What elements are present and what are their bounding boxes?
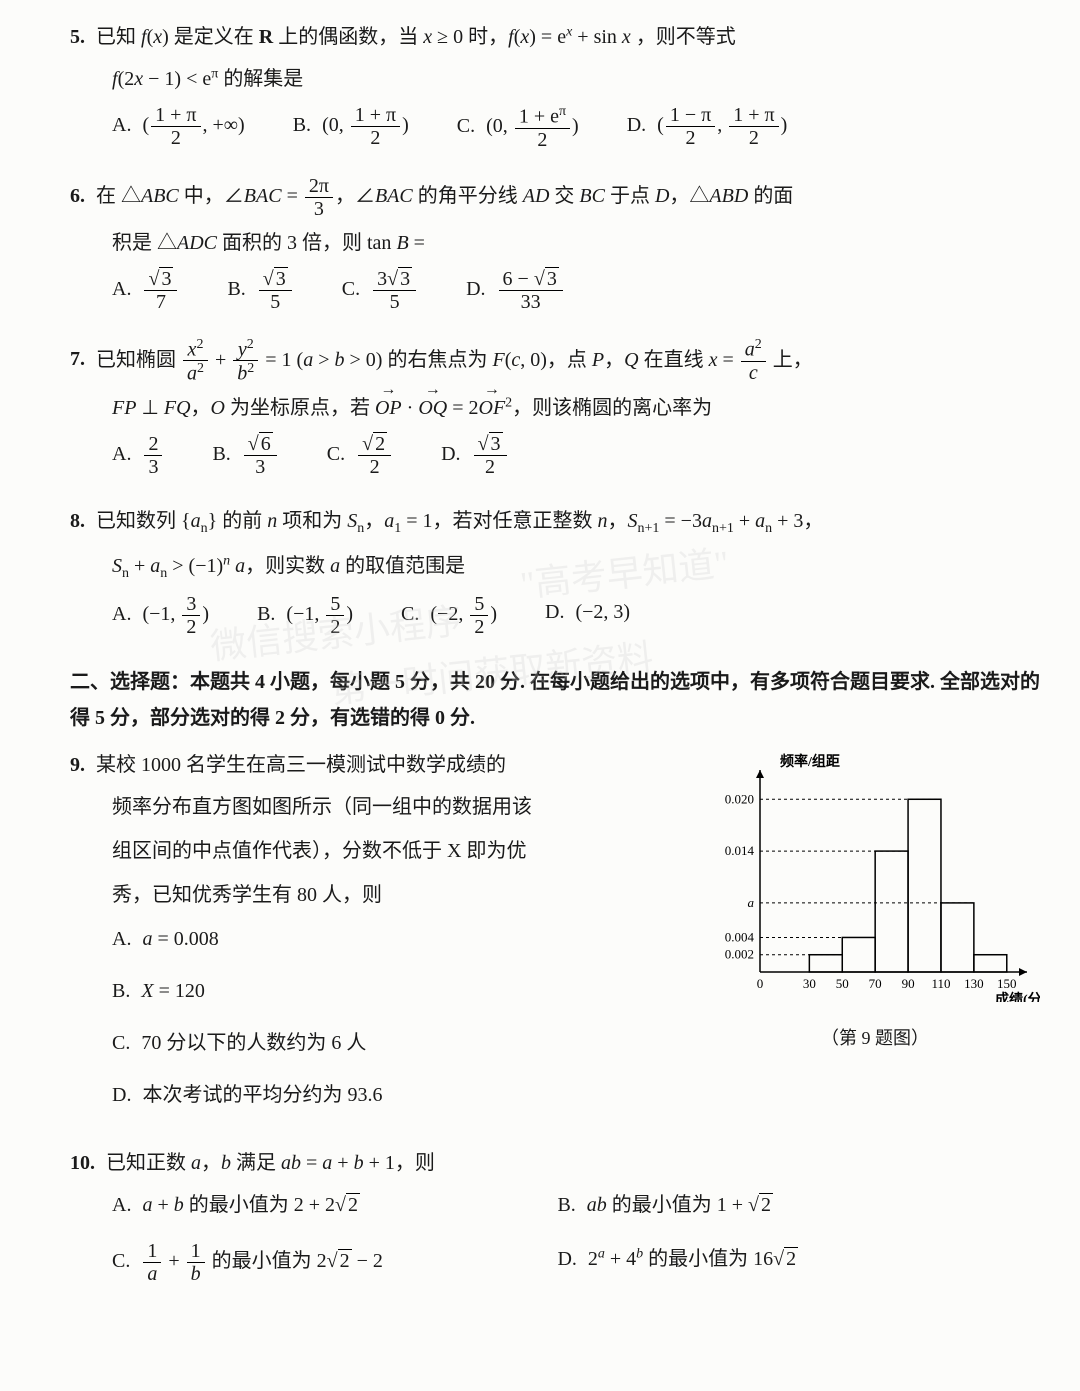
q8-number: 8. [70,510,85,532]
q9-stem-line1: 某校 1000 名学生在高三一模测试中数学成绩的 [96,754,506,776]
q7-opt-C: C. √22 [327,433,393,478]
q6-number: 6. [70,185,85,207]
q9-histogram: 0.002 0.004 a 0.014 0.020 0 30 50 70 90 110 130 150 频… [710,752,1040,1055]
q6-opt-C: C. 3√35 [342,268,418,313]
q7-opt-D: D. √32 [441,433,508,478]
q6-opt-D: D. 6 − √333 [466,268,565,313]
q6-options: A. √37 B. √35 C. 3√35 D. 6 − √333 [70,268,1040,321]
question-8: 8. 已知数列 {an} 的前 n 项和为 Sn，a1 = 1，若对任意正整数 … [70,502,1040,646]
q10-opt-B: B. ab 的最小值为 1 + √2 [557,1186,1002,1224]
q9-number: 9. [70,754,85,776]
q6-opt-A: A. √37 [112,268,179,313]
question-6: 6. 在 △ABC 中，∠BAC = 2π3，∠BAC 的角平分线 AD 交 B… [70,175,1040,321]
q9-opt-D: D. 本次考试的平均分约为 93.6 [112,1076,654,1114]
q5-options: A. (1 + π2, +∞) B. (0, 1 + π2) C. (0, 1 … [70,104,1040,159]
svg-text:0.004: 0.004 [725,930,755,945]
question-10: 10. 已知正数 a，b 满足 ab = a + b + 1，则 A. a + … [70,1144,1040,1301]
section-2-header: 二、选择题：本题共 4 小题，每小题 5 分，共 20 分. 在每小题给出的选项… [70,664,1040,736]
q7-number: 7. [70,348,85,370]
q10-number: 10. [70,1152,95,1174]
question-5: 5. 已知 f(x) 是定义在 R 上的偶函数，当 x ≥ 0 时，f(x) =… [70,18,1040,159]
q10-opt-C: C. 1a + 1b 的最小值为 2√2 − 2 [112,1240,557,1285]
q5-number: 5. [70,26,85,48]
q7-opt-B: B. √63 [212,433,278,478]
q8-opt-B: B. (−1, 52) [257,593,353,638]
q7-opt-A: A. 23 [112,433,164,478]
q10-opt-A: A. a + b 的最小值为 2 + 2√2 [112,1186,557,1224]
q9-stem-line3: 组区间的中点值作代表），分数不低于 X 即为优 [70,832,702,870]
q6-opt-B: B. √35 [227,268,293,313]
q9-stem-line4: 秀，已知优秀学生有 80 人，则 [70,876,702,914]
svg-text:频率/组距: 频率/组距 [780,753,840,770]
question-9: 9. 某校 1000 名学生在高三一模测试中数学成绩的 频率分布直方图如图所示（… [70,746,1040,1128]
svg-text:130: 130 [964,976,984,991]
question-7: 7. 已知椭圆 x2a2 + y2b2 = 1 (a > b > 0) 的右焦点… [70,337,1040,486]
q9-stem-line2: 频率分布直方图如图所示（同一组中的数据用该 [70,788,702,826]
q5-opt-C: C. (0, 1 + eπ2) [457,104,579,151]
q8-opt-C: C. (−2, 52) [401,593,497,638]
q9-chart-caption: （第 9 题图） [710,1021,1040,1055]
q8-opt-A: A. (−1, 32) [112,593,209,638]
svg-text:30: 30 [803,976,816,991]
svg-text:0: 0 [757,976,764,991]
svg-text:0.002: 0.002 [725,947,754,962]
q10-options: A. a + b 的最小值为 2 + 2√2 B. ab 的最小值为 1 + √… [70,1186,1040,1301]
svg-text:50: 50 [836,976,849,991]
q9-opt-C: C. 70 分以下的人数约为 6 人 [112,1024,654,1062]
q7-options: A. 23 B. √63 C. √22 D. √32 [70,433,1040,486]
svg-text:a: a [748,895,755,910]
svg-text:0.014: 0.014 [725,843,755,858]
q10-opt-D: D. 2a + 4b 的最小值为 16√2 [557,1240,1002,1285]
q5-opt-A: A. (1 + π2, +∞) [112,104,245,151]
q5-opt-D: D. (1 − π2, 1 + π2) [627,104,788,151]
svg-text:0.020: 0.020 [725,791,754,806]
q8-opt-D: D. (−2, 3) [545,593,630,638]
svg-text:成绩(分): 成绩(分) [995,991,1040,1002]
q5-opt-B: B. (0, 1 + π2) [293,104,409,151]
svg-text:90: 90 [902,976,915,991]
q9-options: A. a = 0.008 B. X = 120 C. 70 分以下的人数约为 6… [70,920,702,1114]
q9-opt-B: B. X = 120 [112,972,654,1010]
q9-opt-A: A. a = 0.008 [112,920,654,958]
svg-text:110: 110 [931,976,950,991]
svg-text:150: 150 [997,976,1017,991]
svg-text:70: 70 [869,976,882,991]
q8-options: A. (−1, 32) B. (−1, 52) C. (−2, 52) D. (… [70,593,1040,646]
